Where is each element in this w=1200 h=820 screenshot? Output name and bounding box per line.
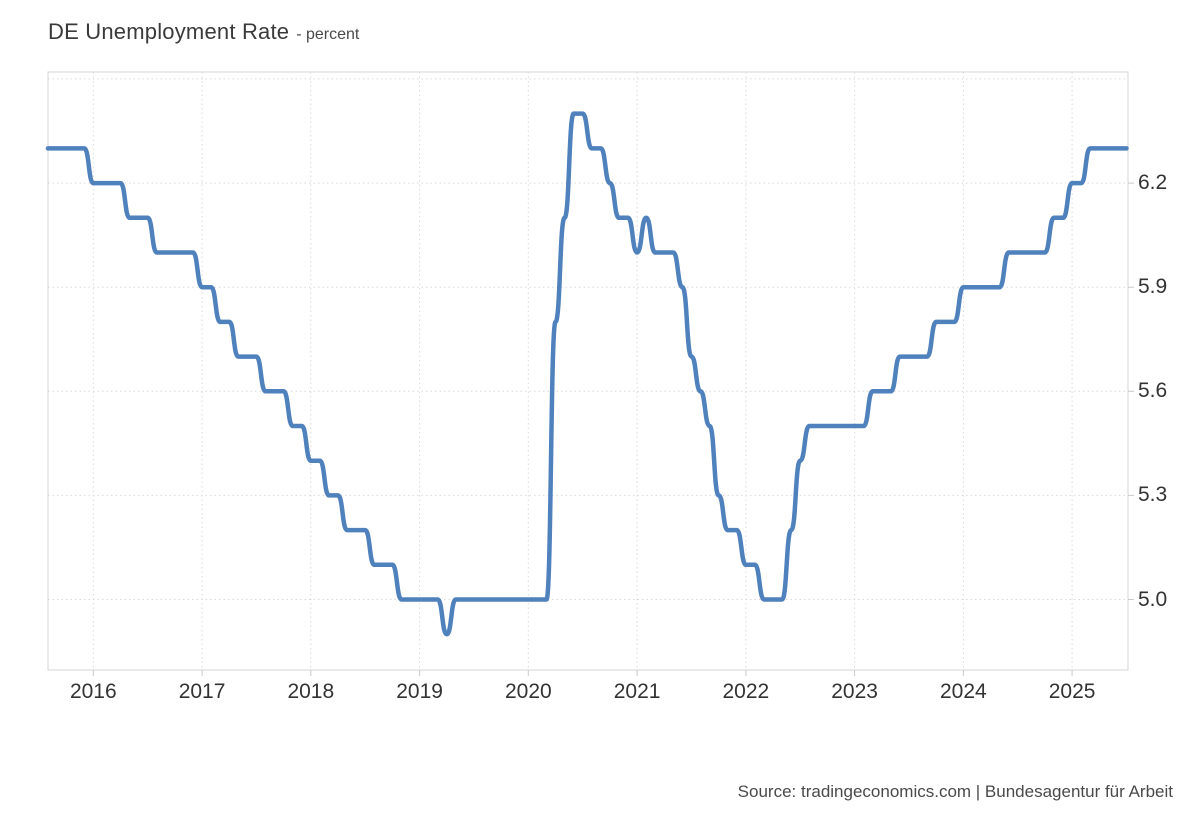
x-axis-label: 2019 (396, 680, 443, 703)
x-axis-label: 2016 (69, 680, 117, 703)
x-axis-label: 2017 (178, 680, 226, 703)
chart-header: DE Unemployment Rate - percent (48, 19, 359, 45)
x-axis-label: 2022 (722, 680, 770, 703)
unemployment-rate-line (45, 111, 1129, 637)
y-axis-label: 5.9 (1138, 275, 1168, 299)
x-axis-label: 2018 (287, 680, 335, 703)
line-chart-plot (45, 71, 1134, 676)
page-title: DE Unemployment Rate (48, 19, 290, 44)
y-axis-label: 5.3 (1138, 483, 1168, 507)
x-axis-label: 2020 (504, 680, 552, 703)
x-axis-label: 2024 (940, 680, 987, 703)
x-axis-label: 2025 (1048, 680, 1096, 703)
y-axis-label: 5.6 (1138, 379, 1168, 403)
x-axis-label: 2023 (831, 680, 878, 703)
plot-border (47, 71, 1129, 671)
y-axis-label: 6.2 (1138, 171, 1168, 195)
chart-unit-label: - percent (296, 26, 360, 43)
source-credit: Source: tradingeconomics.com | Bundesage… (737, 782, 1173, 801)
y-axis-label: 5.0 (1138, 587, 1168, 611)
x-axis-label: 2021 (613, 680, 661, 703)
